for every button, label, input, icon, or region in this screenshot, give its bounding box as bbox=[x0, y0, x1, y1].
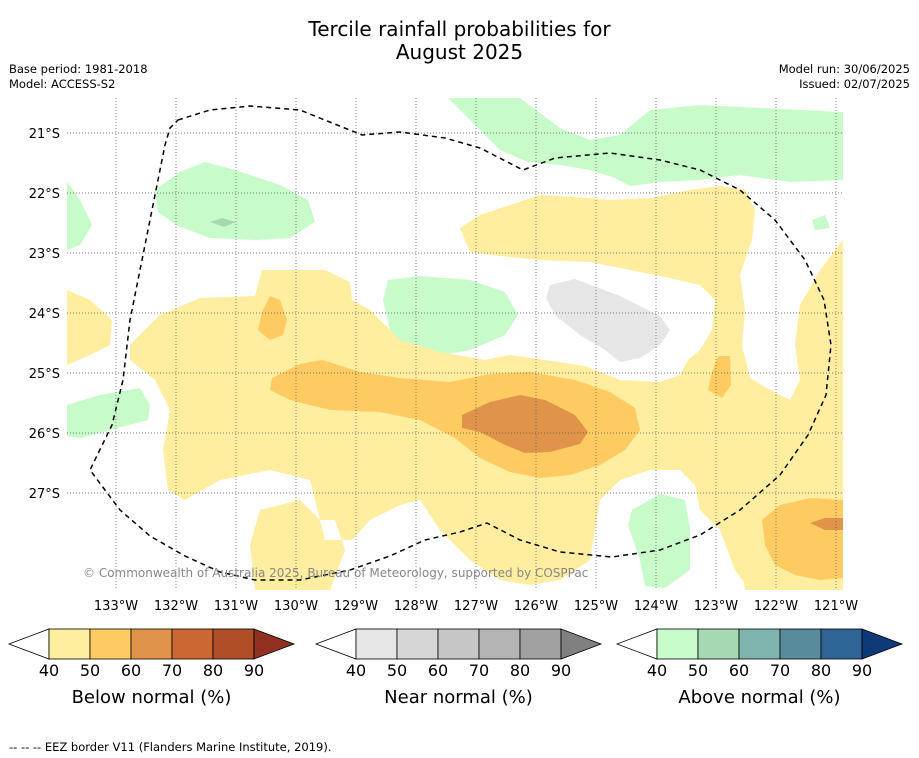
colorbar-tick-label: 80 bbox=[203, 661, 223, 680]
latitude-labels: 21°S 22°S 23°S 24°S 25°S 26°S 27°S bbox=[29, 127, 60, 502]
lat-label: 27°S bbox=[29, 487, 60, 502]
near-normal-region bbox=[546, 279, 670, 362]
below-normal-50-patch-west bbox=[258, 296, 287, 340]
lon-label: 122°W bbox=[754, 599, 798, 614]
lon-label: 133°W bbox=[94, 599, 138, 614]
colorbar-segment bbox=[171, 628, 214, 660]
lat-label: 24°S bbox=[29, 307, 60, 322]
colorbar-tick-label: 80 bbox=[510, 661, 530, 680]
lon-label: 129°W bbox=[334, 599, 378, 614]
lon-label: 126°W bbox=[514, 599, 558, 614]
colorbar-tick-label: 80 bbox=[811, 661, 831, 680]
colorbar-tick-label: 40 bbox=[346, 661, 366, 680]
colorbar-tick-label: 70 bbox=[162, 661, 182, 680]
longitude-labels: 133°W 132°W 131°W 130°W 129°W 128°W 127°… bbox=[94, 599, 858, 614]
colorbar-under-triangle bbox=[314, 628, 357, 660]
colorbar-tick-label: 40 bbox=[39, 661, 59, 680]
above-normal-region-southeast bbox=[628, 494, 690, 588]
above-normal-small-patch-east bbox=[812, 215, 830, 230]
colorbar-segment bbox=[437, 628, 480, 660]
map-title: Tercile rainfall probabilities for Augus… bbox=[0, 18, 919, 64]
colorbar-segment bbox=[519, 628, 562, 660]
below-normal-40-region-west-edge bbox=[67, 290, 112, 365]
lon-label: 131°W bbox=[214, 599, 258, 614]
eez-border-line bbox=[89, 105, 832, 581]
colorbar-segment bbox=[89, 628, 132, 660]
below-normal-50-patch-east bbox=[708, 356, 731, 398]
below-normal-60-region bbox=[462, 395, 588, 453]
colorbar-segment bbox=[779, 628, 822, 660]
colorbar-tick-label: 70 bbox=[469, 661, 489, 680]
colorbar-2: 40 50 60 70 80 90 Above normal (%) bbox=[615, 628, 904, 708]
footnote: -- -- -- EEZ border V11 (Flanders Marine… bbox=[9, 740, 332, 754]
colorbar-0: 40 50 60 70 80 90 Below normal (%) bbox=[7, 628, 296, 708]
lon-label: 124°W bbox=[634, 599, 678, 614]
colorbar-tick-label: 50 bbox=[387, 661, 407, 680]
colorbar-over-triangle bbox=[861, 628, 904, 660]
colorbar-segment bbox=[478, 628, 521, 660]
colorbar-tick-label: 90 bbox=[852, 661, 872, 680]
colorbar-under-triangle bbox=[615, 628, 658, 660]
model-name: Model: ACCESS-S2 bbox=[9, 77, 116, 91]
lon-label: 128°W bbox=[394, 599, 438, 614]
base-period: Base period: 1981-2018 bbox=[9, 62, 148, 76]
colorbars: 40 50 60 70 80 90 Below normal (%) 40 50 60 70 80 90… bbox=[7, 628, 904, 708]
title-line-2: August 2025 bbox=[395, 40, 524, 64]
issued-date: Issued: 02/07/2025 bbox=[799, 77, 910, 91]
model-run: Model run: 30/06/2025 bbox=[778, 62, 910, 76]
meta-right: Model run: 30/06/2025 Issued: 02/07/2025 bbox=[779, 62, 910, 92]
colorbar-label: Near normal (%) bbox=[384, 687, 533, 708]
colorbar-segment bbox=[738, 628, 781, 660]
lon-label: 127°W bbox=[454, 599, 498, 614]
colorbar-over-triangle bbox=[253, 628, 296, 660]
colorbar-segment bbox=[697, 628, 740, 660]
colorbar-tick-label: 40 bbox=[647, 661, 667, 680]
map-plot-area: © Commonwealth of Australia 2025, Bureau… bbox=[67, 98, 843, 590]
lon-label: 132°W bbox=[154, 599, 198, 614]
above-normal-50-patch bbox=[210, 218, 236, 227]
colorbar-tick-label: 50 bbox=[80, 661, 100, 680]
lat-label: 23°S bbox=[29, 247, 60, 262]
colorbar-segment bbox=[355, 628, 398, 660]
lat-label: 26°S bbox=[29, 427, 60, 442]
colorbar-1: 40 50 60 70 80 90 Near normal (%) bbox=[314, 628, 603, 708]
lon-label: 125°W bbox=[574, 599, 618, 614]
lon-label: 123°W bbox=[694, 599, 738, 614]
colorbar-label: Below normal (%) bbox=[72, 687, 232, 708]
colorbar-tick-label: 60 bbox=[729, 661, 749, 680]
colorbar-tick-label: 90 bbox=[551, 661, 571, 680]
lon-label: 121°W bbox=[814, 599, 858, 614]
above-normal-region-southwest bbox=[67, 388, 150, 438]
colorbar-segment bbox=[212, 628, 255, 660]
above-normal-region-north bbox=[448, 98, 843, 186]
colorbar-tick-label: 60 bbox=[121, 661, 141, 680]
below-normal-50-patch-southeast bbox=[762, 498, 843, 580]
colorbar-segment bbox=[396, 628, 439, 660]
lon-label: 130°W bbox=[274, 599, 318, 614]
gridlines bbox=[67, 98, 843, 590]
colorbar-tick-label: 50 bbox=[688, 661, 708, 680]
lat-label: 25°S bbox=[29, 367, 60, 382]
colorbar-over-triangle bbox=[560, 628, 603, 660]
colorbar-segment bbox=[820, 628, 863, 660]
title-line-1: Tercile rainfall probabilities for bbox=[308, 17, 611, 41]
colorbar-under-triangle bbox=[7, 628, 50, 660]
colorbar-tick-label: 60 bbox=[428, 661, 448, 680]
below-normal-60-patch-southeast bbox=[810, 518, 843, 530]
colorbar-segment bbox=[130, 628, 173, 660]
colorbar-tick-label: 90 bbox=[244, 661, 264, 680]
colorbar-segment bbox=[48, 628, 91, 660]
copyright-text: © Commonwealth of Australia 2025, Bureau… bbox=[83, 566, 588, 580]
lat-label: 22°S bbox=[29, 187, 60, 202]
above-normal-region-edge-west bbox=[67, 182, 92, 250]
colorbar-tick-label: 70 bbox=[770, 661, 790, 680]
colorbar-label: Above normal (%) bbox=[678, 687, 840, 708]
lat-label: 21°S bbox=[29, 127, 60, 142]
meta-left: Base period: 1981-2018 Model: ACCESS-S2 bbox=[9, 62, 148, 92]
colorbar-segment bbox=[656, 628, 699, 660]
above-normal-region-west bbox=[155, 162, 315, 240]
above-normal-region-center bbox=[383, 276, 518, 356]
